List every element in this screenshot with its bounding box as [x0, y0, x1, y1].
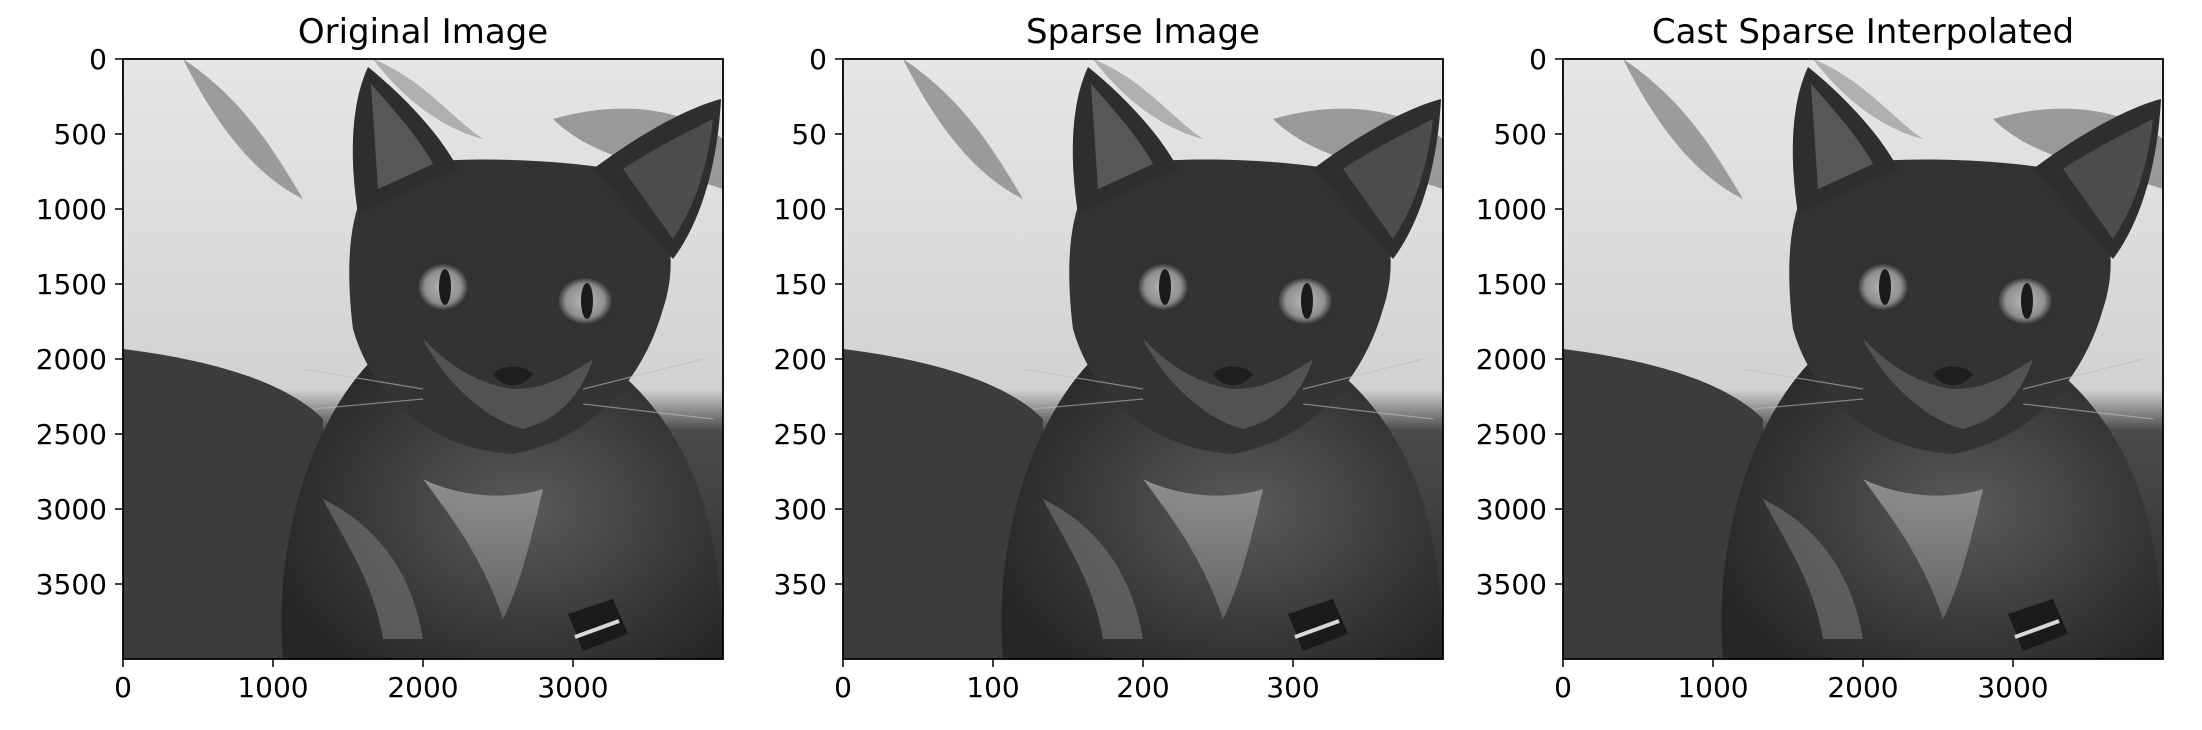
y-tick-label: 500 — [1494, 118, 1547, 151]
y-tick-label: 0 — [89, 43, 107, 76]
ticks: 0 1000 2000 3000 0 500 1000 1500 2000 2500 3000 350… — [1476, 43, 2049, 704]
ticks: 0 1000 2000 3000 0 500 1000 1500 2000 2500 3000 350… — [36, 43, 609, 704]
y-tick-label: 3500 — [36, 568, 107, 601]
y-tick-label: 0 — [1529, 43, 1547, 76]
y-tick-label: 300 — [774, 493, 827, 526]
y-tick-label: 2000 — [36, 343, 107, 376]
y-tick-label: 200 — [774, 343, 827, 376]
panel-title: Sparse Image — [1026, 12, 1260, 52]
x-tick-label: 1000 — [1677, 671, 1748, 704]
image-sparse — [843, 59, 1443, 659]
x-tick-label: 3000 — [537, 671, 608, 704]
x-tick-label: 3000 — [1977, 671, 2048, 704]
x-tick-label: 0 — [834, 671, 852, 704]
y-tick-label: 350 — [774, 568, 827, 601]
x-tick-label: 2000 — [387, 671, 458, 704]
y-tick-label: 3500 — [1476, 568, 1547, 601]
panel-title: Original Image — [298, 12, 548, 52]
x-tick-label: 0 — [114, 671, 132, 704]
x-tick-label: 0 — [1554, 671, 1572, 704]
image-cast-sparse-interpolated — [1563, 59, 2163, 659]
ticks: 0 100 200 300 0 50 100 150 200 250 300 350 — [774, 43, 1320, 704]
y-tick-label: 3000 — [36, 493, 107, 526]
y-tick-label: 500 — [54, 118, 107, 151]
y-tick-label: 2500 — [1476, 418, 1547, 451]
x-tick-label: 1000 — [237, 671, 308, 704]
panel-original-image: Original Image 0 1000 2000 3000 0 500 1000 1500… — [36, 12, 723, 704]
y-tick-label: 1000 — [36, 193, 107, 226]
x-tick-label: 100 — [966, 671, 1019, 704]
y-tick-label: 100 — [774, 193, 827, 226]
panel-cast-sparse-interpolated: Cast Sparse Interpolated 0 1000 2000 3000 0 5… — [1476, 12, 2163, 704]
panel-sparse-image: Sparse Image 0 100 200 300 0 50 100 150 200 250 30… — [774, 12, 1443, 704]
y-tick-label: 50 — [791, 118, 827, 151]
x-tick-label: 300 — [1266, 671, 1319, 704]
x-tick-label: 2000 — [1827, 671, 1898, 704]
image-original — [123, 59, 723, 659]
y-tick-label: 2500 — [36, 418, 107, 451]
y-tick-label: 150 — [774, 268, 827, 301]
x-tick-label: 200 — [1116, 671, 1169, 704]
y-tick-label: 2000 — [1476, 343, 1547, 376]
y-tick-label: 250 — [774, 418, 827, 451]
panel-title: Cast Sparse Interpolated — [1652, 12, 2074, 52]
y-tick-label: 3000 — [1476, 493, 1547, 526]
y-tick-label: 1500 — [36, 268, 107, 301]
y-tick-label: 1500 — [1476, 268, 1547, 301]
y-tick-label: 1000 — [1476, 193, 1547, 226]
y-tick-label: 0 — [809, 43, 827, 76]
